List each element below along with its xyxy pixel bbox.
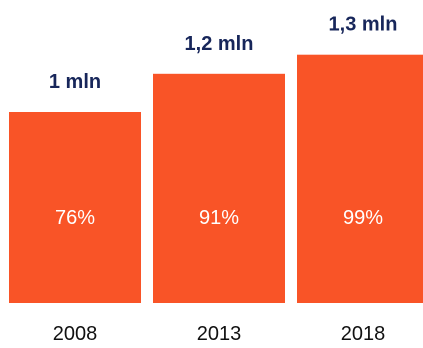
bars-group — [9, 54, 423, 304]
value-label-2013: 1,2 mln — [185, 33, 254, 55]
percent-label-2018: 99% — [343, 207, 383, 229]
bar-2013 — [153, 73, 285, 303]
percent-label-2013: 91% — [199, 207, 239, 229]
category-label-2013: 2013 — [197, 323, 242, 345]
value-label-2008: 1 mln — [49, 71, 101, 93]
labels-group: 1 mln 76% 2008 1,2 mln 91% 2013 1,3 mln 99% 2018 — [49, 14, 398, 345]
value-label-2018: 1,3 mln — [329, 14, 398, 36]
percent-label-2008: 76% — [55, 207, 95, 229]
bar-2008 — [9, 112, 141, 303]
category-label-2018: 2018 — [341, 323, 386, 345]
bar-2018 — [297, 54, 423, 304]
category-label-2008: 2008 — [53, 323, 98, 345]
